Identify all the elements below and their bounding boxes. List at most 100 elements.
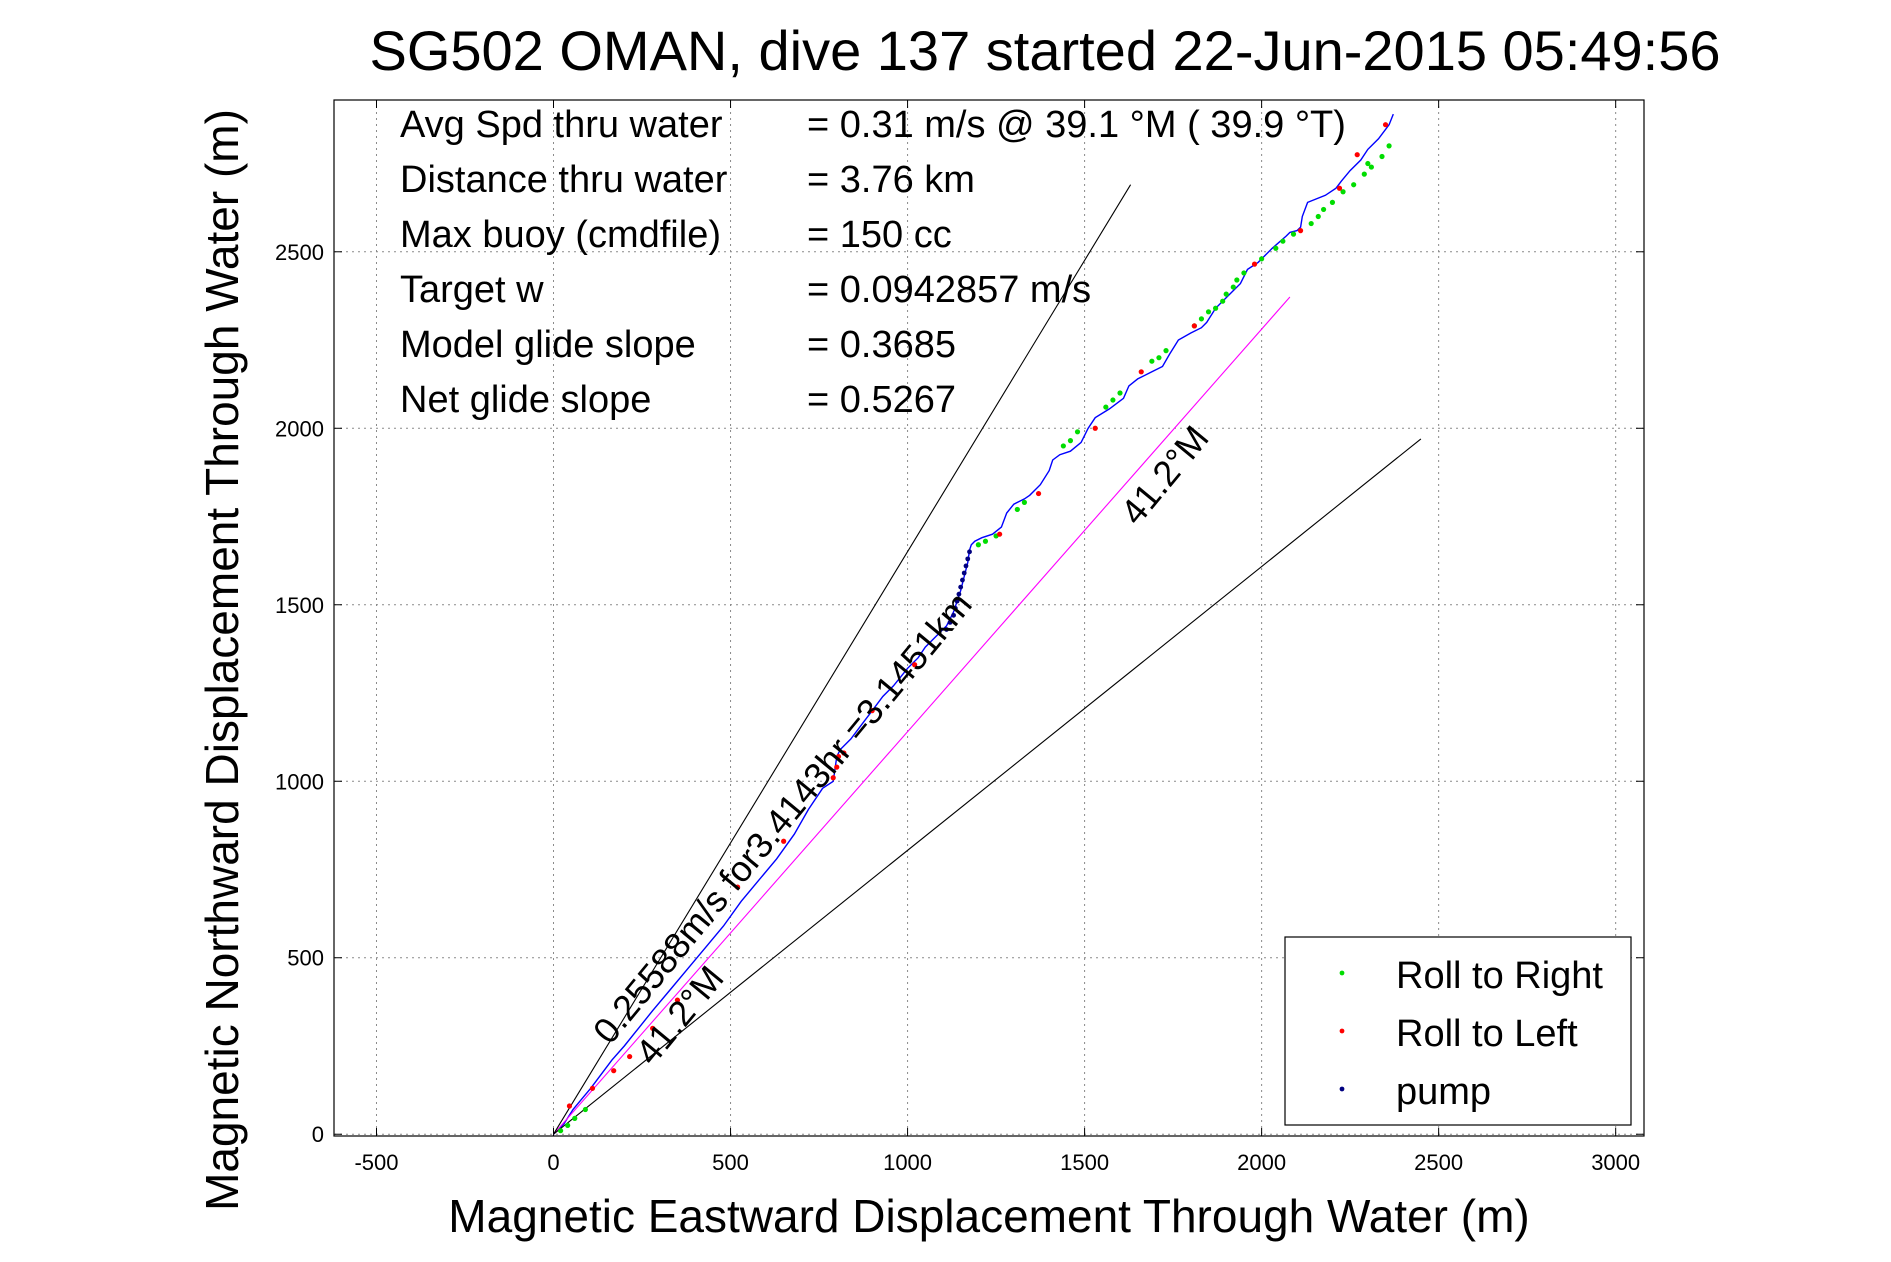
info-value: = 0.0942857 m/s: [807, 269, 1091, 311]
roll-left-marker: [781, 838, 787, 844]
pump-marker: [952, 605, 958, 611]
roll-left-marker: [997, 531, 1003, 537]
y-axis-label: Magnetic Northward Displacement Through …: [196, 109, 248, 1211]
roll-right-marker: [1290, 231, 1297, 237]
info-value: = 150 cc: [807, 214, 952, 256]
roll-right-marker: [1230, 284, 1236, 290]
pump-marker: [960, 577, 965, 583]
roll-right-marker: [1340, 189, 1346, 195]
pump-marker: [954, 598, 960, 604]
roll-left-marker: [1092, 425, 1098, 431]
y-tick-label: 2000: [275, 416, 324, 441]
roll-right-marker: [1074, 429, 1081, 435]
roll-right-marker: [572, 1115, 578, 1121]
roll-left-marker: [1297, 228, 1304, 234]
roll-left-marker: [835, 753, 842, 760]
roll-left-marker: [1336, 185, 1343, 191]
roll-right-marker: [1149, 358, 1155, 364]
roll-right-marker: [975, 542, 981, 548]
x-axis-label: Magnetic Eastward Displacement Through W…: [448, 1190, 1529, 1242]
roll-right-marker: [1067, 438, 1074, 444]
roll-left-marker: [830, 775, 836, 781]
roll-right-marker: [1361, 171, 1367, 177]
roll-left-marker: [650, 1025, 656, 1031]
legend-label: Roll to Left: [1396, 1013, 1578, 1055]
plot-area: -500 0 500 1000 1500 2000 2500 3000 0 500 1000 1500…: [275, 99, 1645, 1175]
roll-right-marker: [1014, 506, 1020, 513]
roll-right-marker: [1060, 443, 1066, 449]
roll-right-marker: [982, 538, 989, 544]
legend-marker: [1339, 1028, 1345, 1034]
legend-marker: [1339, 1086, 1345, 1092]
roll-left-marker: [869, 708, 875, 714]
roll-right-marker: [1329, 199, 1336, 205]
info-label: Avg Spd thru water: [400, 104, 723, 146]
roll-right-marker: [1308, 220, 1314, 227]
pump-marker: [963, 563, 969, 569]
glide-cone-right-line: [553, 438, 1422, 1135]
info-label: Net glide slope: [400, 379, 651, 421]
y-tick-label: 500: [287, 946, 324, 971]
pump-marker: [951, 612, 956, 618]
pump-marker: [956, 591, 962, 597]
roll-right-marker: [1117, 390, 1123, 396]
roll-left-marker: [674, 997, 681, 1003]
roll-right-marker: [1223, 291, 1229, 297]
roll-right-marker: [1351, 182, 1357, 188]
roll-right-marker: [1234, 277, 1240, 283]
info-value: = 3.76 km: [807, 159, 975, 201]
roll-right-marker: [1259, 256, 1265, 262]
x-tick-label: 1500: [1060, 1150, 1109, 1175]
roll-right-marker: [1220, 298, 1226, 304]
roll-right-marker: [557, 1128, 564, 1134]
y-tick-label: 2500: [275, 240, 324, 265]
legend: Roll to Right Roll to Left pump: [1284, 936, 1632, 1126]
dive-info-block: Avg Spd thru water = 0.31 m/s @ 39.1 °M (…: [400, 104, 1346, 421]
series-layer: [553, 113, 1422, 1135]
chart-title: SG502 OMAN, dive 137 started 22-Jun-2015…: [369, 19, 1720, 82]
pump-marker: [958, 584, 964, 590]
roll-left-marker: [1138, 369, 1144, 375]
grid: [334, 100, 1644, 1136]
roll-right-marker: [1103, 404, 1109, 410]
roll-left-marker: [1354, 152, 1360, 158]
roll-right-marker: [1212, 305, 1219, 311]
roll-right-marker: [582, 1106, 588, 1113]
net-current-line-line: [553, 296, 1291, 1135]
pump-marker: [965, 556, 971, 562]
legend-label: Roll to Right: [1396, 955, 1603, 997]
x-tick-label: 0: [547, 1150, 559, 1175]
roll-right-marker: [1156, 355, 1162, 361]
roll-left-marker: [611, 1068, 617, 1074]
roll-left-marker: [912, 662, 918, 668]
x-tick-label: -500: [354, 1150, 398, 1175]
roll-left-marker: [1035, 490, 1042, 497]
y-tick-label: 1000: [275, 769, 324, 794]
roll-right-marker: [1241, 270, 1247, 276]
roll-right-marker: [1368, 164, 1374, 170]
x-tick-label: 3000: [1591, 1150, 1640, 1175]
roll-right-marker: [1163, 348, 1169, 354]
pump-marker: [961, 570, 967, 576]
info-value: = 0.31 m/s @ 39.1 °M ( 39.9 °T): [807, 104, 1346, 146]
x-tick-label: 500: [712, 1150, 749, 1175]
roll-left-marker: [735, 884, 741, 890]
info-label: Distance thru water: [400, 159, 728, 201]
info-label: Model glide slope: [400, 324, 696, 366]
roll-right-marker: [1198, 316, 1205, 322]
roll-left-marker: [589, 1085, 596, 1091]
roll-left-marker: [834, 764, 840, 770]
legend-marker: [1339, 970, 1345, 976]
roll-left-marker: [1191, 323, 1197, 329]
roll-right-marker: [1320, 206, 1327, 213]
roll-right-marker: [1315, 213, 1321, 220]
x-tick-label: 1000: [883, 1150, 932, 1175]
pump-marker: [947, 620, 953, 625]
info-label: Target w: [400, 269, 544, 311]
roll-left-marker: [841, 750, 847, 756]
info-value: = 0.3685: [807, 324, 956, 366]
roll-right-marker: [1273, 245, 1279, 251]
x-tick-label: 2500: [1414, 1150, 1463, 1175]
roll-right-marker: [1110, 397, 1116, 403]
